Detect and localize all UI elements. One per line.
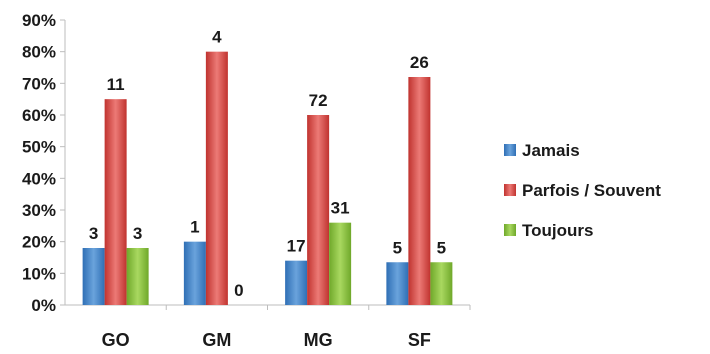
x-category-label: GM [202, 330, 231, 350]
bar-jamais-sf [386, 262, 409, 305]
bar-toujours-go [126, 248, 149, 305]
data-label: 26 [410, 53, 429, 72]
data-label: 0 [234, 281, 243, 300]
legend-swatch [504, 224, 516, 236]
x-category-label: MG [304, 330, 333, 350]
y-tick-label: 90% [22, 11, 56, 30]
bar-parfois-souvent-gm [205, 51, 228, 305]
y-tick-label: 30% [22, 201, 56, 220]
bars-group [82, 51, 453, 306]
data-label: 5 [437, 238, 446, 257]
y-tick-label: 40% [22, 169, 56, 188]
bar-toujours-mg [329, 222, 352, 305]
bar-parfois-souvent-sf [408, 77, 431, 305]
y-tick-label: 0% [31, 296, 56, 315]
legend-label: Toujours [522, 221, 593, 240]
data-label: 72 [309, 91, 328, 110]
y-tick-label: 70% [22, 74, 56, 93]
data-label: 17 [287, 237, 306, 256]
bar-jamais-mg [285, 260, 308, 305]
data-label: 31 [331, 199, 350, 218]
legend: Jamais Parfois / Souvent Toujours [504, 141, 661, 240]
y-axis: 0% 10% 20% 30% 40% 50% 60% 70% 80% 90% [22, 11, 471, 315]
x-category-label: SF [408, 330, 431, 350]
bar-parfois-souvent-mg [307, 115, 330, 305]
data-label: 3 [133, 224, 142, 243]
x-category-label: GO [102, 330, 130, 350]
y-tick-label: 50% [22, 138, 56, 157]
y-tick-label: 10% [22, 264, 56, 283]
bar-jamais-go [82, 248, 105, 305]
legend-label: Jamais [522, 141, 580, 160]
legend-swatch [504, 184, 516, 196]
y-tick-label: 80% [22, 43, 56, 62]
x-axis-categories: GO GM MG SF [102, 330, 431, 350]
y-tick-label: 60% [22, 106, 56, 125]
legend-label: Parfois / Souvent [522, 181, 661, 200]
bar-jamais-gm [183, 241, 206, 305]
bar-toujours-sf [430, 262, 453, 305]
data-label: 4 [212, 28, 222, 47]
y-tick-label: 20% [22, 233, 56, 252]
data-label: 1 [190, 218, 199, 237]
bar-parfois-souvent-go [104, 99, 127, 306]
data-label: 11 [107, 75, 125, 94]
data-label: 5 [393, 238, 402, 257]
legend-swatch [504, 144, 516, 156]
data-label: 3 [89, 224, 98, 243]
